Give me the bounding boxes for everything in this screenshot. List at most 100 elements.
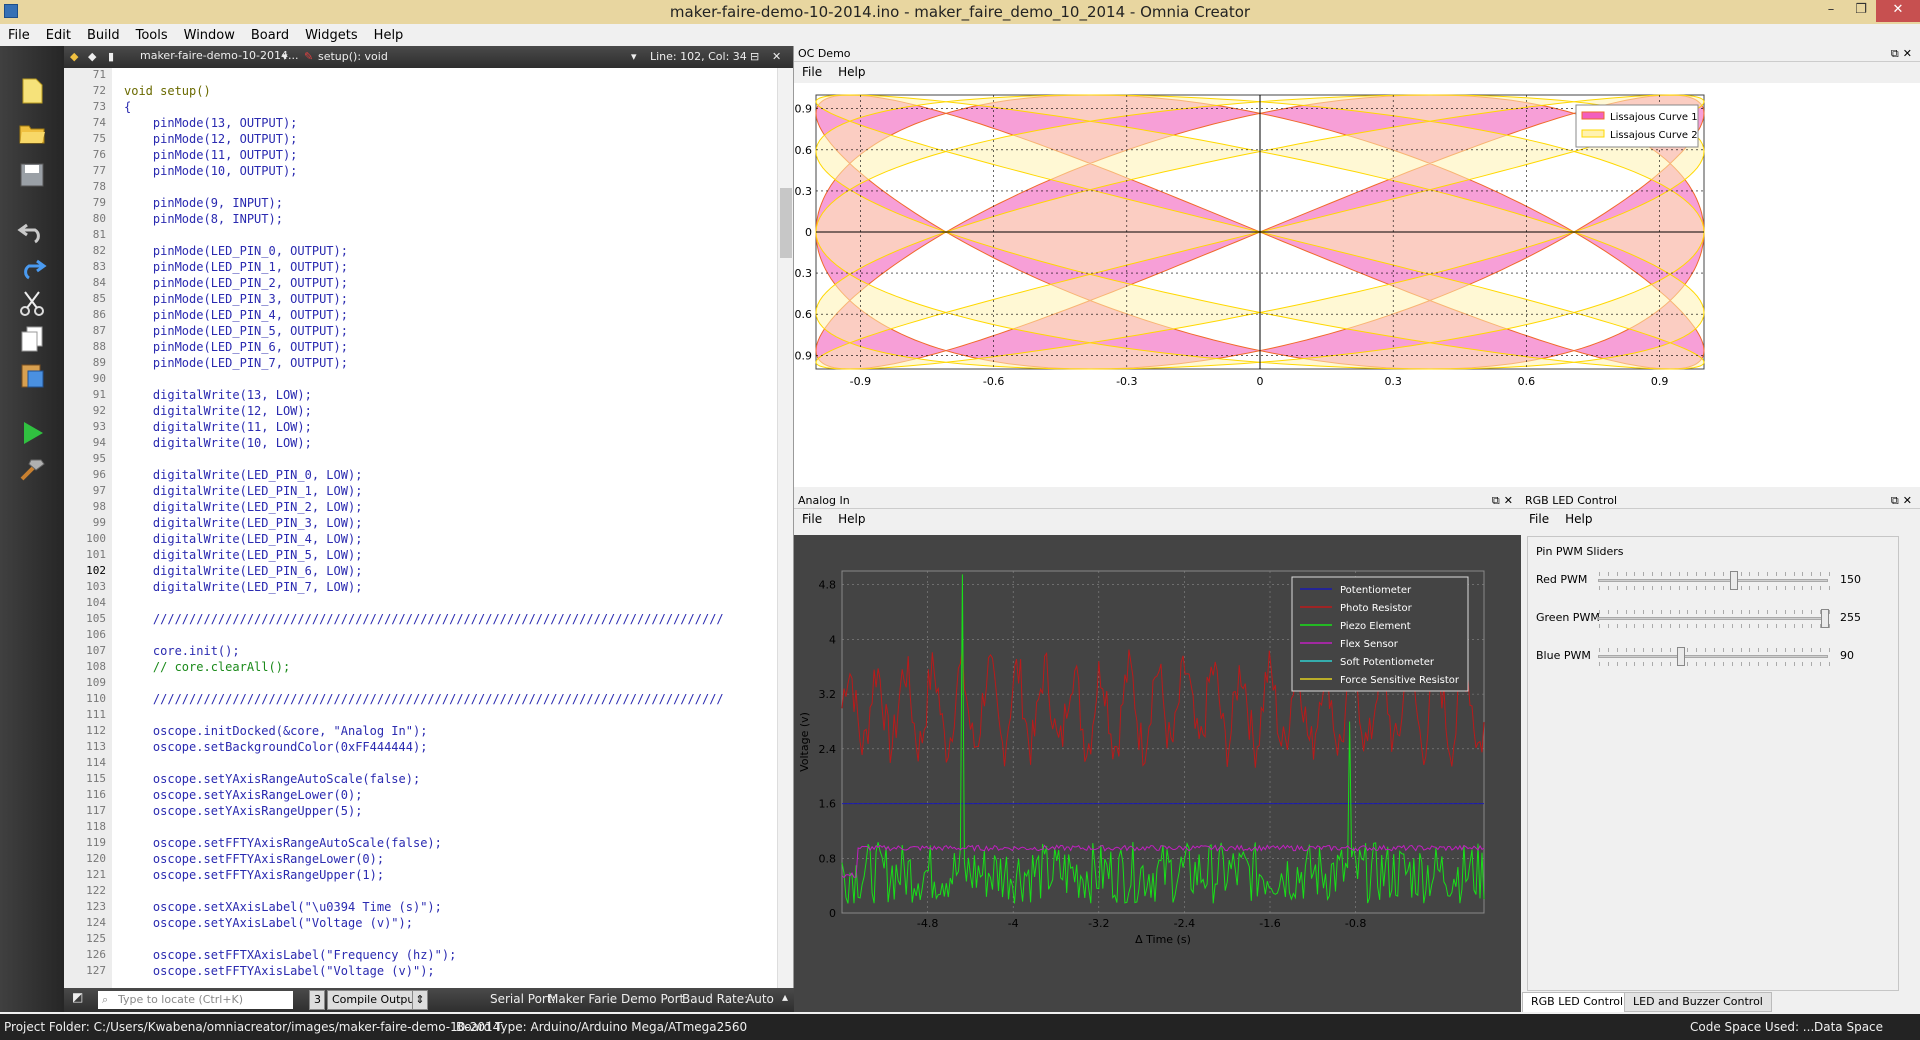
split-editor-icon[interactable]: ⊟	[750, 50, 760, 63]
oc-demo-menu-help[interactable]: Help	[838, 65, 866, 79]
code-line[interactable]: pinMode(12, OUTPUT);	[124, 132, 298, 146]
code-line[interactable]: oscope.setYAxisRangeLower(0);	[124, 788, 363, 802]
open-folder-icon[interactable]	[17, 118, 47, 148]
panel-toggle-icon[interactable]: ◩	[72, 990, 84, 1004]
code-line[interactable]: pinMode(LED_PIN_2, OUTPUT);	[124, 276, 348, 290]
code-line[interactable]: digitalWrite(LED_PIN_1, LOW);	[124, 484, 363, 498]
nav-forward-icon[interactable]: ◆	[88, 50, 97, 63]
code-line[interactable]: pinMode(LED_PIN_3, OUTPUT);	[124, 292, 348, 306]
menu-edit[interactable]: Edit	[45, 27, 71, 43]
redo-icon[interactable]	[17, 252, 47, 282]
code-line[interactable]: oscope.setFFTYAxisRangeLower(0);	[124, 852, 385, 866]
code-line[interactable]	[124, 820, 824, 836]
copy-icon[interactable]	[17, 324, 47, 354]
code-line[interactable]: oscope.setYAxisLabel("Voltage (v)");	[124, 916, 413, 930]
menu-tools[interactable]: Tools	[135, 27, 168, 43]
code-line[interactable]: // core.clearAll();	[124, 660, 291, 674]
menu-help[interactable]: Help	[373, 27, 404, 43]
menu-widgets[interactable]: Widgets	[305, 27, 358, 43]
code-line[interactable]	[124, 884, 824, 900]
code-line[interactable]	[124, 756, 824, 772]
maximize-button[interactable]: ❐	[1855, 2, 1867, 17]
code-line[interactable]: pinMode(LED_PIN_5, OUTPUT);	[124, 324, 348, 338]
file-selector[interactable]: maker-faire-demo-10-2014...	[140, 49, 299, 62]
function-dropdown-icon[interactable]: ▾	[631, 50, 637, 63]
save-icon[interactable]	[17, 160, 47, 190]
code-line[interactable]: oscope.setYAxisRangeAutoScale(false);	[124, 772, 421, 786]
menu-window[interactable]: Window	[183, 27, 235, 43]
code-line[interactable]: digitalWrite(12, LOW);	[124, 404, 312, 418]
code-line[interactable]	[124, 228, 824, 244]
scroll-thumb[interactable]	[780, 188, 792, 258]
code-line[interactable]: digitalWrite(11, LOW);	[124, 420, 312, 434]
run-icon[interactable]	[17, 418, 47, 448]
analog-in-menu-help[interactable]: Help	[838, 512, 866, 526]
code-line[interactable]: digitalWrite(LED_PIN_5, LOW);	[124, 548, 363, 562]
rgb-menu-file[interactable]: File	[1529, 512, 1550, 526]
pwm-slider-2[interactable]	[1598, 609, 1830, 628]
nav-back-icon[interactable]: ◆	[70, 50, 79, 63]
code-line[interactable]: digitalWrite(LED_PIN_6, LOW);	[124, 564, 363, 578]
code-line[interactable]: oscope.initDocked(&core, "Analog In");	[124, 724, 428, 738]
code-line[interactable]	[124, 708, 824, 724]
slider-handle[interactable]	[1729, 571, 1738, 590]
close-editor-icon[interactable]: ✕	[772, 50, 782, 63]
code-line[interactable]: digitalWrite(LED_PIN_4, LOW);	[124, 532, 363, 546]
code-line[interactable]: pinMode(13, OUTPUT);	[124, 116, 298, 130]
locate-input[interactable]: ⌕ Type to locate (Ctrl+K)	[98, 991, 293, 1009]
code-line[interactable]: oscope.setBackgroundColor(0xFF444444);	[124, 740, 428, 754]
code-area[interactable]: void setup() { pinMode(13, OUTPUT); pinMo…	[124, 68, 824, 1002]
function-selector[interactable]: setup(): void	[318, 50, 388, 63]
code-line[interactable]: oscope.setFFTXAxisLabel("Frequency (hz)"…	[124, 948, 457, 962]
code-line[interactable]: void setup()	[124, 84, 211, 98]
paste-icon[interactable]	[17, 360, 47, 390]
oc-demo-menu-file[interactable]: File	[802, 65, 823, 79]
code-line[interactable]: pinMode(LED_PIN_7, OUTPUT);	[124, 356, 348, 370]
code-line[interactable]: ////////////////////////////////////////…	[124, 612, 724, 626]
analog-in-menu-file[interactable]: File	[802, 512, 823, 526]
close-button[interactable]: ✕	[1876, 0, 1920, 22]
cut-icon[interactable]	[17, 288, 47, 318]
code-line[interactable]: digitalWrite(LED_PIN_3, LOW);	[124, 516, 363, 530]
code-line[interactable]	[124, 68, 824, 84]
code-line[interactable]: pinMode(8, INPUT);	[124, 212, 283, 226]
code-line[interactable]: {	[124, 100, 132, 114]
minimize-button[interactable]: –	[1827, 2, 1835, 17]
code-line[interactable]	[124, 932, 824, 948]
code-line[interactable]: pinMode(LED_PIN_4, OUTPUT);	[124, 308, 348, 322]
code-line[interactable]: pinMode(11, OUTPUT);	[124, 148, 298, 162]
code-line[interactable]: oscope.setYAxisRangeUpper(5);	[124, 804, 363, 818]
code-line[interactable]: pinMode(LED_PIN_1, OUTPUT);	[124, 260, 348, 274]
compile-output-spinner[interactable]: ⇕	[412, 990, 428, 1010]
pwm-slider-1[interactable]	[1598, 571, 1830, 590]
tab-rgb-led-control[interactable]: RGB LED Control	[1522, 992, 1633, 1012]
menu-file[interactable]: File	[8, 27, 30, 43]
code-line[interactable]: digitalWrite(13, LOW);	[124, 388, 312, 402]
code-line[interactable]: pinMode(LED_PIN_0, OUTPUT);	[124, 244, 348, 258]
code-line[interactable]: core.init();	[124, 644, 240, 658]
code-line[interactable]: oscope.setFFTYAxisRangeUpper(1);	[124, 868, 385, 882]
pane-controls[interactable]: ⧉✕	[1890, 47, 1916, 60]
code-line[interactable]: pinMode(9, INPUT);	[124, 196, 283, 210]
pane-controls[interactable]: ⧉✕	[1890, 494, 1916, 507]
tab-led-buzzer-control[interactable]: LED and Buzzer Control	[1624, 992, 1772, 1012]
code-line[interactable]: digitalWrite(LED_PIN_2, LOW);	[124, 500, 363, 514]
compile-output-button[interactable]: Compile Output	[327, 990, 424, 1010]
code-line[interactable]: digitalWrite(10, LOW);	[124, 436, 312, 450]
serial-port-value[interactable]: Maker Farie Demo Port	[548, 992, 685, 1006]
slider-handle[interactable]	[1677, 647, 1686, 666]
file-dropdown-icon[interactable]: ▾	[282, 50, 288, 63]
new-file-icon[interactable]	[17, 76, 47, 106]
build-hammer-icon[interactable]	[17, 454, 47, 484]
code-line[interactable]	[124, 628, 824, 644]
slider-handle[interactable]	[1821, 609, 1829, 628]
code-line[interactable]: pinMode(LED_PIN_6, OUTPUT);	[124, 340, 348, 354]
code-line[interactable]: pinMode(10, OUTPUT);	[124, 164, 298, 178]
code-line[interactable]	[124, 676, 824, 692]
baud-up-icon[interactable]: ▴	[782, 990, 789, 1004]
code-line[interactable]: oscope.setFFTYAxisLabel("Voltage (v)");	[124, 964, 435, 978]
code-line[interactable]: digitalWrite(LED_PIN_0, LOW);	[124, 468, 363, 482]
editor-vertical-scrollbar[interactable]	[777, 68, 793, 996]
pane-controls[interactable]: ⧉✕	[1491, 494, 1517, 507]
menu-build[interactable]: Build	[86, 27, 120, 43]
